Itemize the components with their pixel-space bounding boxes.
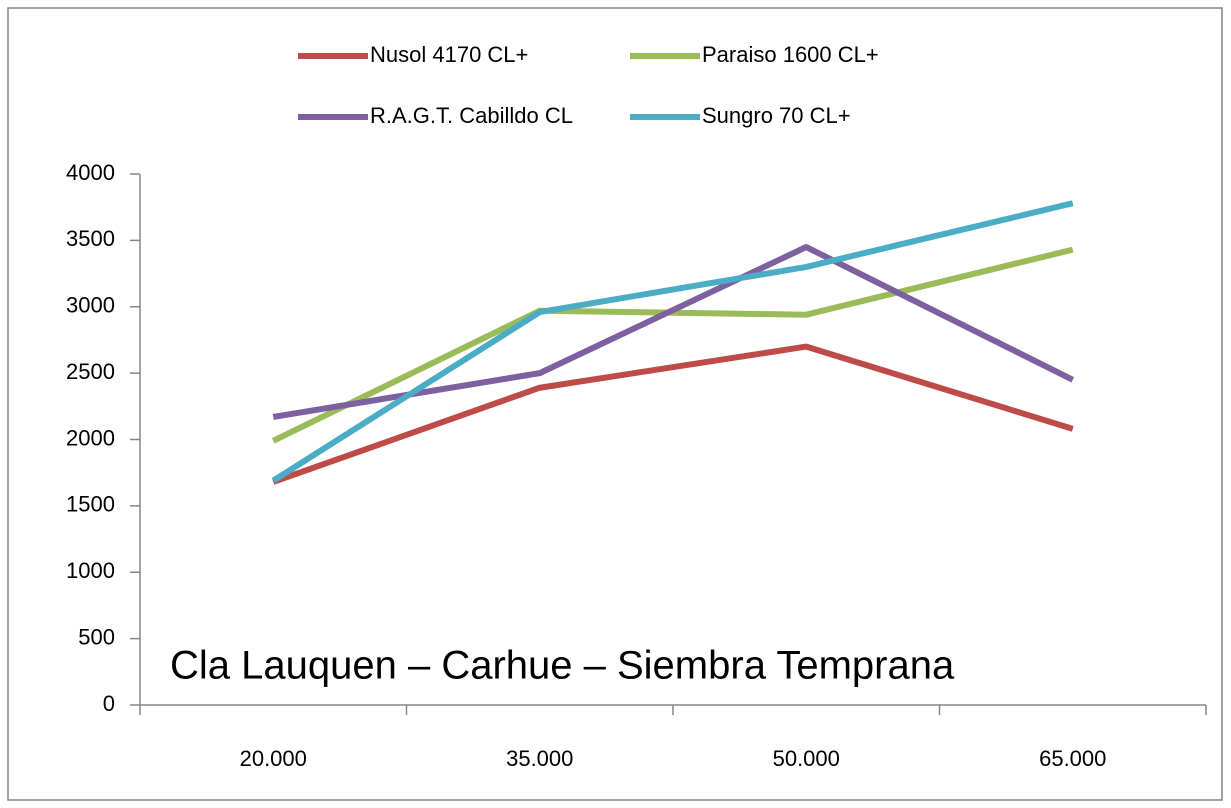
y-tick-label: 4000 bbox=[66, 160, 115, 185]
legend-label: Paraiso 1600 CL+ bbox=[702, 42, 879, 67]
x-tick-label: 50.000 bbox=[773, 746, 840, 771]
series-line bbox=[271, 200, 1074, 484]
y-tick-label: 3500 bbox=[66, 226, 115, 251]
x-tick-label: 35.000 bbox=[506, 746, 573, 771]
legend-label: R.A.G.T. Cabilldo CL bbox=[370, 103, 573, 128]
x-tick-label: 65.000 bbox=[1039, 746, 1106, 771]
y-tick-label: 2000 bbox=[66, 425, 115, 450]
chart-border bbox=[7, 7, 1223, 801]
y-tick-label: 3000 bbox=[66, 293, 115, 318]
y-tick-label: 1000 bbox=[66, 558, 115, 583]
annotation: Cla Lauquen – Carhue – Siembra Temprana bbox=[170, 644, 955, 688]
y-tick-label: 500 bbox=[78, 624, 115, 649]
y-tick-label: 2500 bbox=[66, 359, 115, 384]
legend-label: Sungro 70 CL+ bbox=[702, 103, 851, 128]
y-tick-label: 0 bbox=[103, 691, 115, 716]
y-tick-label: 1500 bbox=[66, 492, 115, 517]
legend-label: Nusol 4170 CL+ bbox=[370, 42, 528, 67]
series-line bbox=[272, 343, 1074, 485]
x-tick-label: 20.000 bbox=[240, 746, 307, 771]
